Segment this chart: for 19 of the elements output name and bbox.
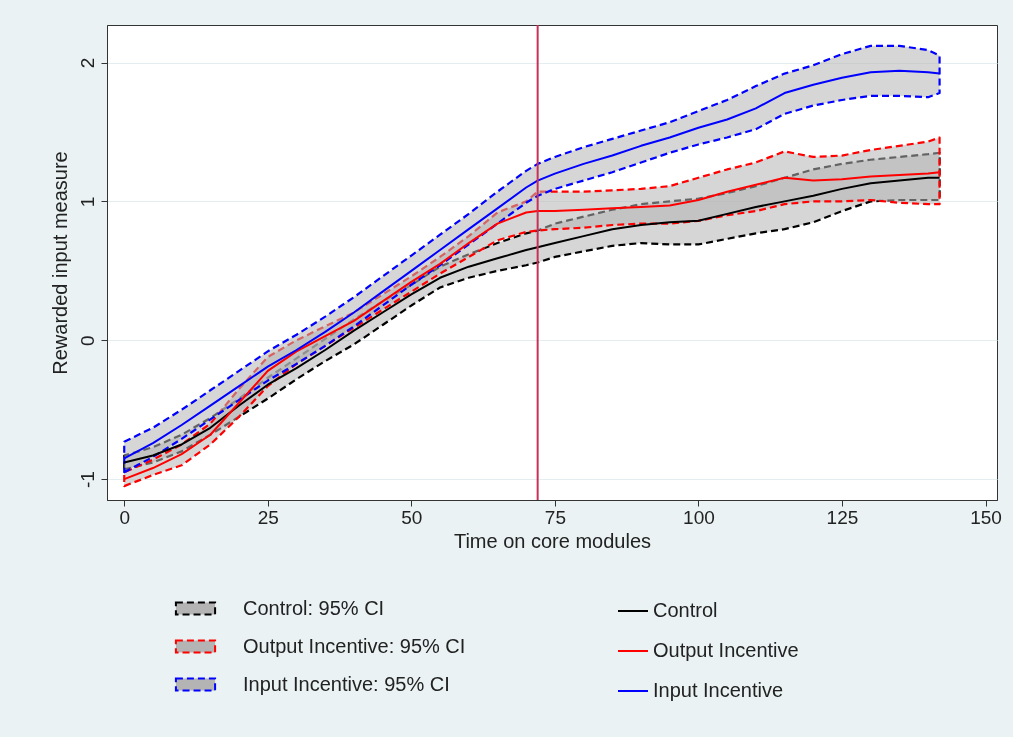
x-axis-title: Time on core modules xyxy=(453,529,652,552)
x-tick-label: 0 xyxy=(119,506,131,528)
legend-label: Input Incentive xyxy=(653,679,784,701)
x-tick-label: 25 xyxy=(257,506,279,528)
x-tick-label: 50 xyxy=(401,506,423,528)
y-tick-label: 0 xyxy=(76,335,98,347)
legend-label: Control xyxy=(653,599,718,621)
y-tick-label: 1 xyxy=(76,196,98,208)
legend-label: Output Incentive xyxy=(653,639,799,661)
x-tick-label: 75 xyxy=(544,506,566,528)
y-axis-title: Rewarded input measure xyxy=(48,151,71,375)
text: Output Incentive: 95% CI xyxy=(243,634,466,657)
y-tick-label: -1 xyxy=(76,471,98,489)
y-tick-label: 2 xyxy=(76,57,98,69)
text: Control: 95% CI xyxy=(243,596,385,619)
x-tick-label: 150 xyxy=(970,506,1002,528)
x-tick-label: 100 xyxy=(683,506,715,528)
text: Input Incentive: 95% CI xyxy=(243,672,450,695)
x-tick-label: 125 xyxy=(826,506,859,528)
